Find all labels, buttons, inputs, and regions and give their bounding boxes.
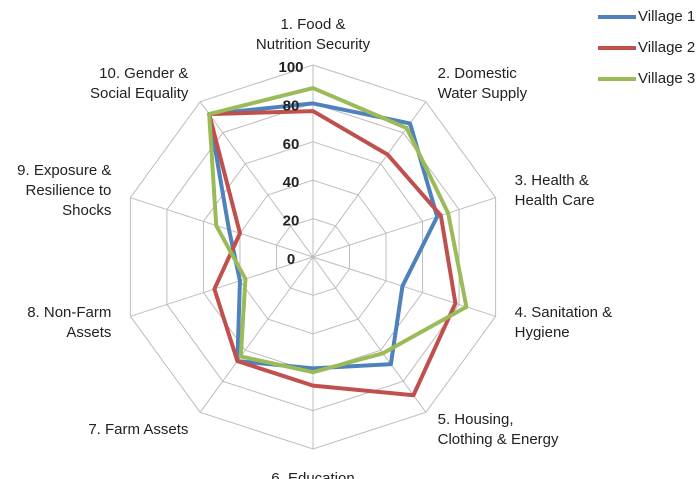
- category-label: 3. Health & Health Care: [515, 172, 595, 209]
- legend-label: Village 3: [638, 70, 695, 87]
- category-label: 5. Housing, Clothing & Energy: [438, 411, 559, 448]
- spoke: [199, 101, 314, 258]
- category-label: 1. Food & Nutrition Security: [256, 16, 371, 53]
- tick-label: 40: [283, 174, 300, 191]
- series-line: [207, 101, 440, 371]
- spoke: [312, 256, 427, 413]
- legend-label: Village 1: [638, 8, 695, 25]
- spoke: [130, 197, 314, 258]
- tick-label: 20: [283, 213, 300, 230]
- category-label: 4. Sanitation & Hygiene: [515, 304, 613, 341]
- tick-label: 100: [278, 59, 303, 76]
- tick-label: 80: [283, 97, 300, 114]
- series-line: [207, 86, 469, 375]
- category-label: 2. Domestic Water Supply: [438, 65, 528, 102]
- spoke: [199, 256, 314, 413]
- category-label: 10. Gender & Social Equality: [90, 65, 189, 102]
- category-label: 6. Education: [271, 470, 354, 479]
- spoke: [130, 256, 314, 317]
- series-line: [207, 109, 458, 398]
- category-label: 8. Non-Farm Assets: [27, 304, 111, 341]
- legend-label: Village 2: [638, 39, 695, 56]
- spoke: [312, 197, 496, 258]
- category-label: 7. Farm Assets: [88, 421, 188, 438]
- tick-label: 0: [287, 251, 295, 268]
- tick-label: 60: [283, 136, 300, 153]
- category-label: 9. Exposure & Resilience to Shocks: [17, 162, 111, 219]
